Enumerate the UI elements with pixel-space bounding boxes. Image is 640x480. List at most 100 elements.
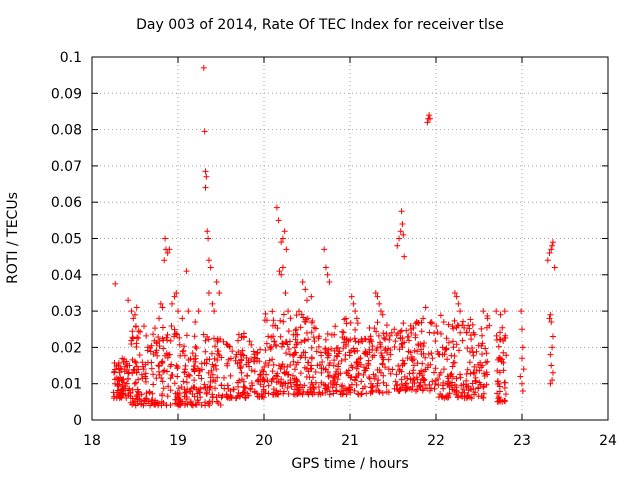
data-point [161,367,168,374]
data-point [180,347,187,354]
data-point [453,388,460,395]
data-point [467,316,474,323]
data-point [279,235,286,242]
data-point [183,268,190,275]
data-point [300,388,307,395]
data-point [195,386,202,393]
data-point [330,390,337,397]
data-point [463,329,470,336]
data-point [396,346,403,353]
data-point [194,397,201,404]
data-point [383,382,390,389]
data-point [309,374,316,381]
data-point [500,367,507,374]
data-point [296,390,303,397]
data-point [282,289,289,296]
chart-title: Day 003 of 2014, Rate Of TEC Index for r… [136,17,504,33]
data-point [444,356,451,363]
data-point [191,333,198,340]
data-point [171,293,178,300]
data-point [117,365,124,372]
data-point [479,351,486,358]
data-point [549,242,556,249]
data-point [130,315,137,322]
data-point [130,366,137,373]
data-point [111,366,118,373]
data-point [201,384,208,391]
data-point [308,293,315,300]
data-point [449,338,456,345]
data-point [120,376,127,383]
data-point [339,328,346,335]
data-point [351,347,358,354]
data-point [155,362,162,369]
data-point [325,373,332,380]
x-tick-label: 20 [255,433,273,449]
data-point [279,340,286,347]
data-point [156,337,163,344]
data-point [251,368,258,375]
data-point [125,369,132,376]
data-point [393,382,400,389]
data-point [144,359,151,366]
x-tick-label: 18 [83,433,101,449]
data-point [315,384,322,391]
data-point [549,333,556,340]
data-point [383,330,390,337]
data-point [432,365,439,372]
data-point [202,385,209,392]
data-point [305,391,312,398]
data-point [119,390,126,397]
data-point [182,362,189,369]
data-point [431,369,438,376]
data-point [418,319,425,326]
data-point [293,326,300,333]
data-point [439,382,446,389]
data-point [132,323,139,330]
data-point [151,325,158,332]
data-point [272,341,279,348]
data-point [445,339,452,346]
data-point [291,366,298,373]
data-point [227,372,234,379]
data-points [110,64,558,409]
data-point [478,364,485,371]
data-point [399,362,406,369]
data-point [310,384,317,391]
data-point [399,340,406,347]
data-point [172,390,179,397]
data-point [494,367,501,374]
data-point [373,387,380,394]
data-point [372,289,379,296]
data-point [238,363,245,370]
data-point [236,393,243,400]
data-point [428,319,435,326]
data-point [202,348,209,355]
data-point [265,362,272,369]
data-point [300,314,307,321]
data-point [118,366,125,373]
data-point [426,381,433,388]
data-point [110,369,117,376]
data-point [517,373,524,380]
data-point [191,367,198,374]
data-point [453,375,460,382]
data-point [469,321,476,328]
data-point [135,335,142,342]
data-point [459,322,466,329]
x-tick-label: 24 [599,433,617,449]
data-point [313,348,320,355]
data-point [389,366,396,373]
data-point [451,352,458,359]
data-point [324,350,331,357]
data-point [301,318,308,325]
data-point [133,304,140,311]
data-point [171,380,178,387]
data-point [549,344,556,351]
data-point [195,308,202,315]
data-point [431,330,438,337]
data-point [181,343,188,350]
data-point [333,352,340,359]
data-point [164,393,171,400]
